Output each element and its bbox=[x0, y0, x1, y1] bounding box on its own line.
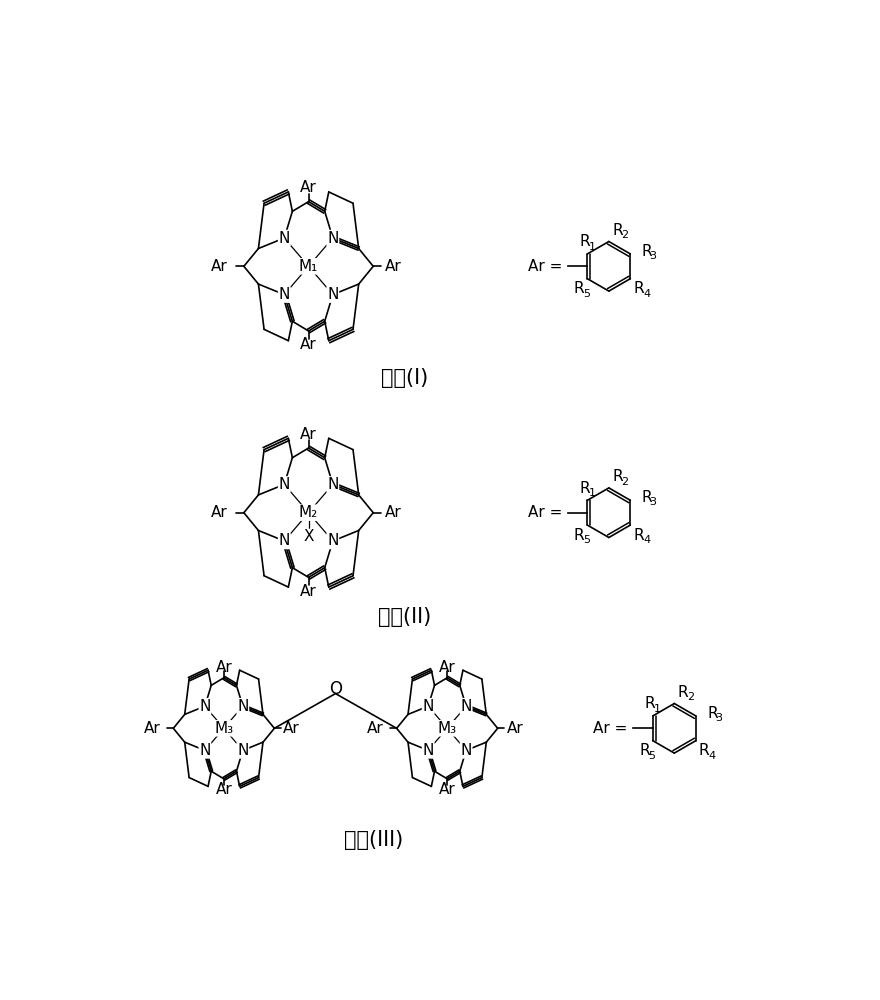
Text: R: R bbox=[699, 743, 709, 758]
Text: Ar: Ar bbox=[216, 782, 232, 797]
Text: R: R bbox=[678, 685, 688, 700]
Text: 2: 2 bbox=[687, 692, 694, 702]
Text: M₃: M₃ bbox=[215, 721, 233, 736]
Text: N: N bbox=[279, 533, 290, 548]
Text: Ar: Ar bbox=[211, 505, 228, 520]
Text: 通式(III): 通式(III) bbox=[344, 830, 404, 850]
Text: Ar =: Ar = bbox=[527, 259, 561, 274]
Text: N: N bbox=[237, 743, 248, 758]
Text: Ar: Ar bbox=[300, 427, 317, 442]
Text: 通式(I): 通式(I) bbox=[381, 368, 429, 388]
Text: M₃: M₃ bbox=[437, 721, 457, 736]
Text: N: N bbox=[237, 699, 248, 714]
Text: N: N bbox=[279, 477, 290, 492]
Text: 3: 3 bbox=[649, 251, 656, 261]
Text: Ar: Ar bbox=[385, 505, 401, 520]
Text: N: N bbox=[199, 699, 210, 714]
Text: Ar: Ar bbox=[283, 721, 300, 736]
Text: Ar: Ar bbox=[385, 259, 401, 274]
Text: R: R bbox=[579, 481, 590, 496]
Text: R: R bbox=[574, 281, 584, 296]
Text: N: N bbox=[460, 699, 472, 714]
Text: M₁: M₁ bbox=[299, 259, 319, 274]
Text: N: N bbox=[279, 231, 290, 246]
Text: N: N bbox=[199, 743, 210, 758]
Text: 5: 5 bbox=[583, 289, 590, 299]
Text: N: N bbox=[327, 533, 339, 548]
Text: R: R bbox=[634, 281, 644, 296]
Text: O: O bbox=[329, 680, 342, 698]
Text: 1: 1 bbox=[589, 242, 596, 252]
Text: Ar: Ar bbox=[144, 721, 161, 736]
Text: 5: 5 bbox=[649, 751, 656, 761]
Text: Ar: Ar bbox=[439, 660, 456, 675]
Text: 3: 3 bbox=[649, 497, 656, 507]
Text: Ar: Ar bbox=[216, 660, 232, 675]
Text: Ar: Ar bbox=[300, 337, 317, 352]
Text: R: R bbox=[574, 528, 584, 543]
Text: N: N bbox=[422, 699, 434, 714]
Text: 3: 3 bbox=[715, 713, 722, 723]
Text: Ar: Ar bbox=[300, 180, 317, 195]
Text: Ar =: Ar = bbox=[593, 721, 627, 736]
Text: R: R bbox=[612, 469, 623, 484]
Text: R: R bbox=[708, 706, 718, 721]
Text: R: R bbox=[612, 223, 623, 238]
Text: N: N bbox=[422, 743, 434, 758]
Text: Ar: Ar bbox=[211, 259, 228, 274]
Text: 4: 4 bbox=[643, 289, 650, 299]
Text: X: X bbox=[304, 529, 314, 544]
Text: Ar: Ar bbox=[367, 721, 384, 736]
Text: Ar: Ar bbox=[300, 584, 317, 599]
Text: R: R bbox=[642, 490, 652, 505]
Text: 2: 2 bbox=[621, 477, 628, 487]
Text: N: N bbox=[327, 231, 339, 246]
Text: Ar =: Ar = bbox=[527, 505, 561, 520]
Text: Ar: Ar bbox=[507, 721, 524, 736]
Text: R: R bbox=[634, 528, 644, 543]
Text: 通式(II): 通式(II) bbox=[378, 607, 431, 627]
Text: N: N bbox=[327, 287, 339, 302]
Text: 5: 5 bbox=[583, 535, 590, 545]
Text: 2: 2 bbox=[621, 230, 628, 240]
Text: Ar: Ar bbox=[439, 782, 456, 797]
Text: N: N bbox=[327, 477, 339, 492]
Text: N: N bbox=[279, 287, 290, 302]
Text: 4: 4 bbox=[708, 751, 715, 761]
Text: R: R bbox=[645, 696, 656, 711]
Text: M₂: M₂ bbox=[299, 505, 319, 520]
Text: R: R bbox=[639, 743, 649, 758]
Text: 4: 4 bbox=[643, 535, 650, 545]
Text: R: R bbox=[642, 244, 652, 259]
Text: 1: 1 bbox=[589, 488, 596, 498]
Text: N: N bbox=[460, 743, 472, 758]
Text: 1: 1 bbox=[655, 704, 661, 714]
Text: R: R bbox=[579, 234, 590, 249]
